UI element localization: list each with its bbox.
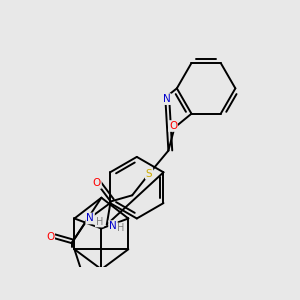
- Text: N: N: [109, 221, 117, 231]
- Text: O: O: [169, 121, 177, 131]
- Text: S: S: [146, 169, 152, 179]
- Text: N: N: [163, 94, 171, 104]
- Text: O: O: [46, 232, 54, 242]
- Text: H: H: [96, 217, 103, 226]
- Text: N: N: [86, 214, 94, 224]
- Text: O: O: [93, 178, 101, 188]
- Text: H: H: [117, 224, 124, 233]
